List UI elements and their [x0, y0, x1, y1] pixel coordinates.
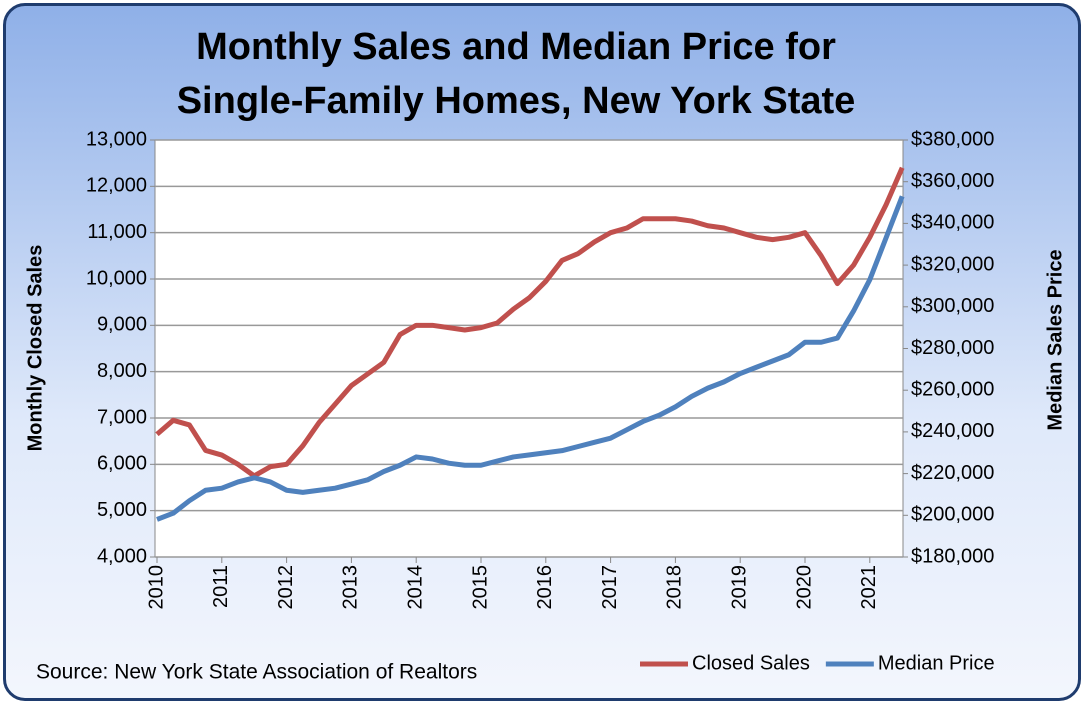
y-tick-label: 4,000 — [97, 545, 147, 567]
y2-tick-label: $320,000 — [911, 253, 994, 275]
y2-tick-label: $360,000 — [911, 170, 994, 192]
y-tick-label: 11,000 — [87, 221, 147, 243]
y-tick-label: 9,000 — [97, 314, 147, 336]
y-tick-label: 13,000 — [86, 128, 147, 150]
y2-tick-label: $280,000 — [911, 337, 994, 359]
x-tick-label: 2013 — [340, 565, 362, 610]
x-tick-label: 2011 — [210, 565, 232, 608]
legend-label: Median Price — [878, 652, 995, 674]
y2-tick-label: $300,000 — [911, 295, 994, 317]
data-line — [156, 195, 905, 522]
x-tick-label: 2017 — [599, 565, 621, 610]
x-tick-label: 2012 — [275, 565, 297, 610]
y-tick-label: 6,000 — [97, 453, 147, 475]
data-line — [155, 166, 905, 479]
x-tick-label: 2018 — [664, 565, 686, 610]
y2-tick-label: $380,000 — [911, 128, 994, 150]
y2-tick-label: $260,000 — [911, 378, 994, 400]
source-note: Source: New York State Association of Re… — [36, 661, 477, 684]
y-tick-label: 12,000 — [86, 175, 147, 197]
x-tick-label: 2021 — [858, 565, 880, 610]
x-tick-label: 2016 — [534, 565, 556, 610]
y-tick-label: 7,000 — [97, 406, 147, 428]
x-tick-label: 2019 — [728, 565, 750, 610]
x-tick-label: 2010 — [145, 565, 167, 610]
y-axis-label: Monthly Closed Sales — [24, 245, 46, 452]
x-tick-label: 2014 — [404, 565, 426, 610]
y-tick-label: 10,000 — [86, 267, 147, 289]
chart-title: Monthly Sales and Median Price for Singl… — [176, 26, 856, 122]
legend-label: Closed Sales — [692, 652, 810, 674]
y-tick-label: 5,000 — [97, 499, 147, 521]
y2-tick-label: $220,000 — [911, 462, 994, 484]
x-tick-label: 2020 — [793, 565, 815, 610]
x-tick-label: 2015 — [469, 565, 491, 610]
y2-tick-label: $180,000 — [911, 545, 994, 567]
y2-axis-label: Median Sales Price — [1044, 249, 1066, 430]
y2-tick-label: $340,000 — [911, 212, 994, 234]
y2-tick-label: $240,000 — [911, 420, 994, 442]
y2-tick-label: $200,000 — [911, 504, 994, 526]
y-tick-label: 8,000 — [97, 360, 147, 382]
plot-area — [154, 139, 904, 558]
